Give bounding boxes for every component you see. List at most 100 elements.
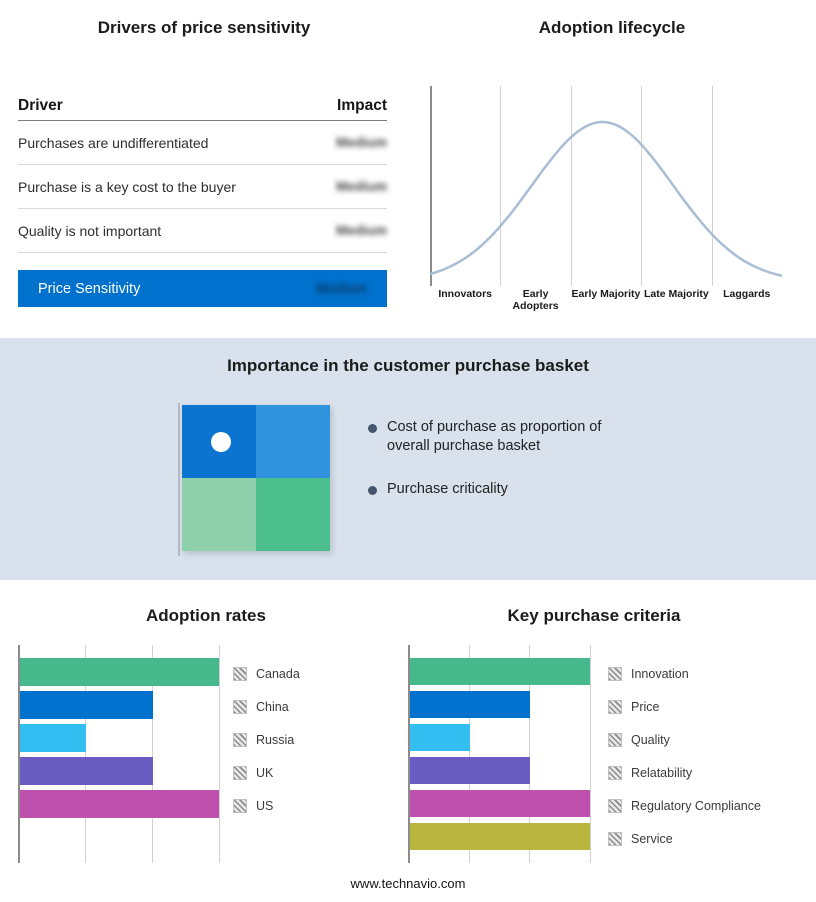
key-purchase-criteria-title: Key purchase criteria (507, 606, 681, 625)
quadrant-cell-bottom-left (182, 478, 256, 551)
lifecycle-plot (430, 86, 782, 286)
legend-item: China (233, 690, 300, 723)
legend-item: Canada (233, 657, 300, 690)
legend-item: Quality (608, 723, 761, 756)
purchase-basket-band (0, 338, 816, 580)
legend-item: Regulatory Compliance (608, 789, 761, 822)
legend-marker-icon (233, 699, 247, 714)
bar-us (20, 790, 219, 818)
drivers-title: Drivers of price sensitivity (97, 18, 311, 37)
bar-quality (410, 724, 470, 751)
criteria-bars (410, 658, 590, 856)
bar-russia (20, 724, 87, 752)
chart-gridline (590, 645, 591, 863)
lifecycle-gridline (641, 86, 643, 286)
chart-y-axis (408, 645, 410, 863)
lifecycle-curve-svg (430, 120, 782, 278)
legend-marker-icon (608, 831, 622, 846)
lifecycle-stages: Innovators Early Adopters Early Majority La… (430, 288, 782, 313)
bullet-text: Purchase criticality (387, 481, 508, 498)
driver-column-header: Driver (18, 97, 63, 114)
legend-marker-icon (608, 732, 622, 747)
lifecycle-gridline (570, 86, 572, 286)
legend-label: Canada (256, 666, 300, 681)
key-purchase-criteria-chart (408, 645, 591, 863)
quadrant-cell-bottom-right (256, 478, 330, 551)
basket-title: Importance in the customer purchase bask… (227, 356, 589, 375)
legend-label: UK (256, 765, 274, 780)
driver-rows: Purchases are undifferentiated Medium Purc… (18, 121, 387, 253)
impact-value: Medium (335, 223, 387, 238)
legend-label: Price (631, 699, 660, 714)
drivers-table-header: Driver Impact (18, 92, 387, 121)
bar-service (410, 823, 590, 850)
quadrant-marker-dot (211, 432, 231, 452)
lifecycle-gridline (711, 86, 713, 286)
lifecycle-title: Adoption lifecycle (538, 18, 686, 37)
stage-label: Early Adopters (512, 288, 559, 313)
adoption-lifecycle-chart: Innovators Early Adopters Early Majority La… (430, 86, 782, 312)
adoption-bars (20, 658, 219, 823)
legend-label: Relatability (631, 765, 693, 780)
legend-label: Quality (631, 732, 670, 747)
legend-marker-icon (608, 699, 622, 714)
adoption-legend: Canada China Russia UK US (233, 657, 300, 822)
bar-regulatory-compliance (410, 790, 590, 817)
bar-innovation (410, 658, 590, 685)
legend-label: US (256, 798, 274, 813)
bar-relatability (410, 757, 530, 784)
driver-row: Quality is not important Medium (18, 209, 387, 253)
basket-bullets: Cost of purchase as proportion of overal… (368, 418, 638, 523)
legend-marker-icon (233, 732, 247, 747)
quadrant-matrix (182, 405, 330, 551)
driver-label: Purchase is a key cost to the buyer (18, 178, 236, 195)
criteria-legend: Innovation Price Quality Relatability Regula… (608, 657, 761, 855)
legend-label: Innovation (631, 666, 689, 681)
price-sensitivity-impact: Medium (315, 281, 367, 296)
price-sensitivity-row: Price Sensitivity Medium (18, 270, 387, 307)
bullet-icon (368, 424, 377, 433)
lifecycle-y-axis (430, 86, 432, 286)
impact-value: Medium (335, 135, 387, 150)
stage-label: Early Majority (571, 288, 641, 300)
driver-row: Purchase is a key cost to the buyer Mediu… (18, 165, 387, 209)
legend-label: Service (631, 831, 673, 846)
adoption-rates-title: Adoption rates (146, 606, 266, 625)
legend-item: US (233, 789, 300, 822)
legend-marker-icon (233, 666, 247, 681)
legend-label: China (256, 699, 289, 714)
chart-gridline (151, 645, 153, 863)
footer-url: www.technavio.com (350, 876, 466, 891)
legend-item: Price (608, 690, 761, 723)
legend-item: UK (233, 756, 300, 789)
bullet-item: Cost of purchase as proportion of overal… (368, 418, 638, 456)
chart-y-axis (18, 645, 20, 863)
legend-marker-icon (608, 798, 622, 813)
stage-label: Innovators (438, 288, 493, 300)
bar-price (410, 691, 530, 718)
chart-gridline (84, 645, 86, 863)
legend-item: Innovation (608, 657, 761, 690)
legend-item: Relatability (608, 756, 761, 789)
legend-marker-icon (608, 765, 622, 780)
bullet-text: Cost of purchase as proportion of overal… (387, 419, 602, 455)
impact-column-header: Impact (337, 97, 387, 114)
stage-label: Late Majority (643, 288, 709, 300)
quadrant-axis-line (178, 403, 180, 556)
bar-china (20, 691, 153, 719)
chart-gridline (529, 645, 531, 863)
lifecycle-gridline (500, 86, 502, 286)
adoption-rates-chart (18, 645, 220, 863)
driver-label: Purchases are undifferentiated (18, 134, 209, 151)
legend-marker-icon (233, 798, 247, 813)
legend-label: Russia (256, 732, 295, 747)
chart-gridline (468, 645, 470, 863)
driver-row: Purchases are undifferentiated Medium (18, 121, 387, 165)
driver-label: Quality is not important (18, 222, 162, 239)
bar-canada (20, 658, 219, 686)
impact-value: Medium (335, 179, 387, 194)
bullet-icon (368, 486, 377, 496)
legend-item: Service (608, 822, 761, 855)
drivers-table: Driver Impact Purchases are undifferenti… (18, 92, 387, 253)
legend-marker-icon (608, 666, 622, 681)
